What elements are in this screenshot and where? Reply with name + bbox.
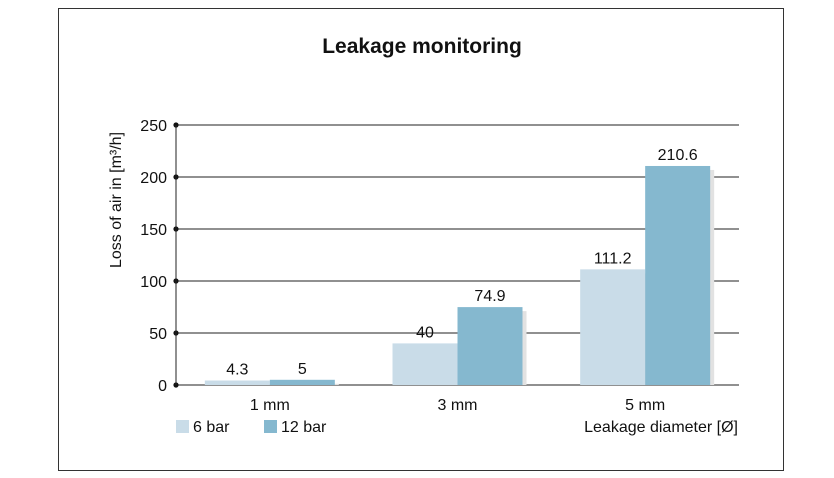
y-tick-label: 200 [140, 170, 167, 187]
legend: 6 bar 12 bar [176, 419, 327, 436]
data-labels: 4.3 5 1 mm 40 74.9 3 mm 111.2 210.6 5 mm [226, 147, 698, 414]
y-tick-label: 50 [149, 326, 167, 343]
data-label: 40 [416, 324, 434, 341]
chart-title: Leakage monitoring [322, 35, 522, 58]
legend-label: 6 bar [193, 419, 230, 436]
bar-12-bar-1 [457, 307, 523, 385]
bar-12-bar-0 [269, 379, 335, 385]
chart-frame [58, 8, 784, 471]
data-label: 5 [298, 361, 307, 378]
legend-swatch [264, 420, 277, 433]
x-category-label: 1 mm [250, 397, 290, 414]
bar-6-bar-2 [580, 269, 646, 385]
x-axis-label: Leakage diameter [Ø] [584, 419, 738, 436]
y-tick-label: 0 [158, 378, 167, 395]
bar-12-bar-2 [645, 165, 711, 385]
x-category-label: 5 mm [625, 397, 665, 414]
data-label: 74.9 [474, 288, 505, 305]
data-label: 111.2 [594, 250, 632, 267]
y-axis: 0 50 100 150 200 250 [140, 118, 179, 395]
data-label: 4.3 [226, 362, 248, 379]
y-axis-label: Loss of air in [m³/h] [108, 132, 125, 268]
bars [204, 165, 711, 385]
bar-6-bar-1 [392, 343, 458, 385]
y-tick-label: 100 [140, 274, 167, 291]
y-tick-label: 250 [140, 118, 167, 135]
data-label: 210.6 [658, 147, 698, 164]
legend-label: 12 bar [281, 419, 327, 436]
y-tick-label: 150 [140, 222, 167, 239]
bar-6-bar-0 [204, 380, 270, 385]
x-category-label: 3 mm [438, 397, 478, 414]
legend-swatch [176, 420, 189, 433]
